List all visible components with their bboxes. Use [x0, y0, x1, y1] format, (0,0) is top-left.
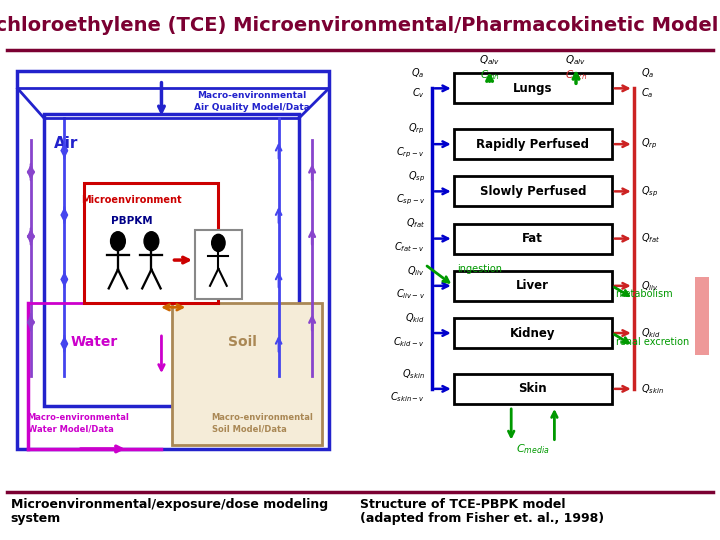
Text: Lungs: Lungs — [513, 82, 552, 95]
Text: ingestion: ingestion — [457, 264, 503, 274]
Text: $C_{media}$: $C_{media}$ — [516, 442, 549, 456]
Text: $Q_{liv}$: $Q_{liv}$ — [641, 279, 658, 293]
Text: renal excretion: renal excretion — [616, 336, 689, 347]
Bar — [454, 129, 612, 159]
Text: $C_v$: $C_v$ — [412, 86, 425, 99]
Text: Microenvironment: Microenvironment — [81, 195, 181, 205]
Bar — [454, 73, 612, 103]
Bar — [195, 230, 242, 299]
Text: $Q_{fat}$: $Q_{fat}$ — [405, 217, 425, 231]
Text: $Q_{rp}$: $Q_{rp}$ — [408, 122, 425, 136]
Text: $Q_{skin}$: $Q_{skin}$ — [641, 382, 664, 396]
Text: Kidney: Kidney — [510, 327, 556, 340]
Text: $C_{kid-v}$: $C_{kid-v}$ — [393, 335, 425, 348]
Text: Trichloroethylene (TCE) Microenvironmental/Pharmacokinetic Modeling: Trichloroethylene (TCE) Microenvironment… — [0, 16, 720, 36]
Bar — [454, 374, 612, 404]
Text: $Q_{skin}$: $Q_{skin}$ — [402, 367, 425, 381]
Text: Rapidly Perfused: Rapidly Perfused — [477, 138, 589, 151]
Text: Fat: Fat — [523, 232, 543, 245]
Bar — [45, 114, 299, 406]
Text: $Q_{fat}$: $Q_{fat}$ — [641, 232, 660, 246]
Bar — [695, 277, 709, 355]
Bar — [454, 177, 612, 206]
Text: Water: Water — [71, 335, 118, 349]
Text: $Q_{kid}$: $Q_{kid}$ — [405, 311, 425, 325]
Text: $C_{skin-v}$: $C_{skin-v}$ — [390, 390, 425, 404]
Text: Macro-environmental
Air Quality Model/Data: Macro-environmental Air Quality Model/Da… — [194, 91, 310, 112]
Text: Soil: Soil — [228, 335, 257, 349]
Bar — [84, 183, 218, 303]
Text: Skin: Skin — [518, 382, 547, 395]
Bar — [454, 271, 612, 301]
Text: PBPKM: PBPKM — [110, 217, 152, 226]
Text: (adapted from Fisher et. al., 1998): (adapted from Fisher et. al., 1998) — [360, 512, 604, 525]
Text: $C_{rp-v}$: $C_{rp-v}$ — [397, 146, 425, 160]
Text: $C_{inh}$: $C_{inh}$ — [480, 69, 500, 83]
Text: $C_{sp-v}$: $C_{sp-v}$ — [396, 193, 425, 207]
Text: $Q_a$: $Q_a$ — [411, 66, 425, 80]
Text: $C_a$: $C_a$ — [641, 86, 653, 99]
Circle shape — [144, 232, 159, 251]
Text: Macro-environmental
Soil Model/Data: Macro-environmental Soil Model/Data — [212, 413, 313, 434]
Text: $Q_{liv}$: $Q_{liv}$ — [408, 264, 425, 278]
Text: Macro-environmental
Water Model/Data: Macro-environmental Water Model/Data — [27, 413, 130, 434]
Text: $Q_{alv}$: $Q_{alv}$ — [565, 53, 587, 68]
Circle shape — [212, 234, 225, 252]
Text: Liver: Liver — [516, 279, 549, 292]
Text: $Q_{sp}$: $Q_{sp}$ — [408, 169, 425, 184]
Bar — [454, 224, 612, 254]
Text: $Q_{rp}$: $Q_{rp}$ — [641, 137, 657, 151]
Text: $Q_{alv}$: $Q_{alv}$ — [479, 53, 500, 68]
Bar — [171, 303, 322, 444]
Circle shape — [111, 232, 125, 251]
Bar — [17, 71, 329, 449]
Text: metabolism: metabolism — [616, 289, 673, 299]
Text: $C_{fat-v}$: $C_{fat-v}$ — [395, 240, 425, 254]
Text: system: system — [11, 512, 61, 525]
Text: Structure of TCE-PBPK model: Structure of TCE-PBPK model — [360, 498, 565, 511]
Text: Microenvironmental/exposure/dose modeling: Microenvironmental/exposure/dose modelin… — [11, 498, 328, 511]
Text: $C_{exh}$: $C_{exh}$ — [565, 69, 587, 83]
Text: $Q_{sp}$: $Q_{sp}$ — [641, 184, 658, 199]
Text: $Q_{kid}$: $Q_{kid}$ — [641, 326, 661, 340]
Text: $C_{liv-v}$: $C_{liv-v}$ — [396, 287, 425, 301]
Text: Slowly Perfused: Slowly Perfused — [480, 185, 586, 198]
Text: $Q_a$: $Q_a$ — [641, 66, 654, 80]
Bar — [454, 318, 612, 348]
Text: Air: Air — [54, 137, 78, 151]
